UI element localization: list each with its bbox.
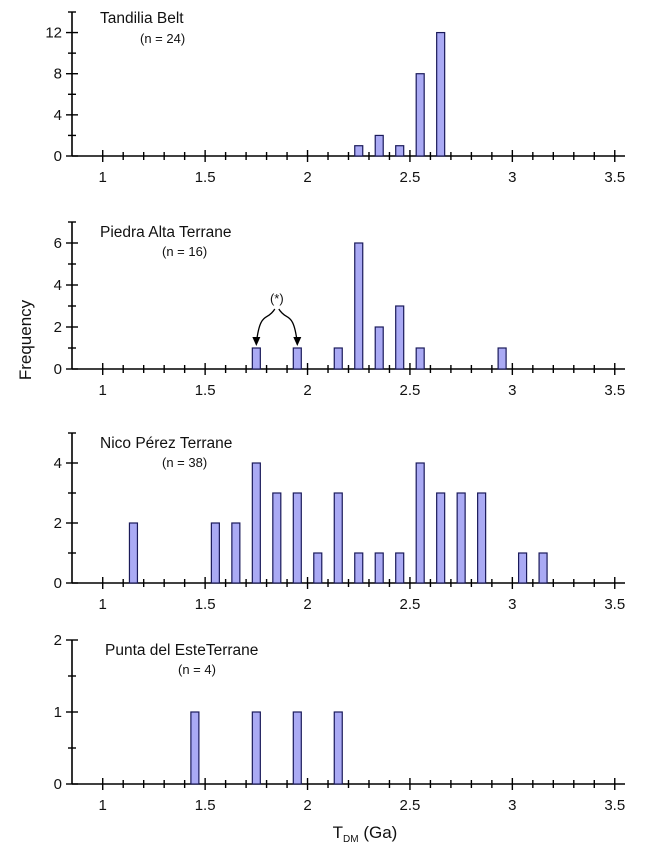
histogram-bar xyxy=(251,462,261,584)
histogram-bar xyxy=(354,145,364,157)
histogram-panel-4: 1 1.5 2 2.5 3 3.5 0 1 2 Punta del EsteTerrane (n =… xyxy=(54,632,626,814)
histogram-bar xyxy=(436,492,446,584)
x-axis-title: TDM (Ga) xyxy=(333,823,398,845)
histogram-bar xyxy=(333,347,343,370)
histogram-bar xyxy=(333,711,343,785)
x-tick-label: 3 xyxy=(508,382,516,399)
panel-sample-count: (n = 38) xyxy=(162,455,207,470)
histogram-bar xyxy=(374,552,384,584)
histogram-panel-1: 1 1.5 2 2.5 3 3.5 0 4 8 12 Tandilia Belt (n = 24) xyxy=(45,10,625,186)
histogram-bar xyxy=(477,492,487,584)
histogram-bar xyxy=(395,145,405,157)
histogram-bar xyxy=(251,711,261,785)
histogram-bar xyxy=(292,711,302,785)
histogram-bar xyxy=(128,522,139,584)
x-tick-label: 3 xyxy=(508,797,516,814)
x-tick-label: 2 xyxy=(303,169,311,186)
panel-title: Nico Pérez Terrane xyxy=(100,435,232,452)
histogram-bar xyxy=(313,552,323,584)
panel-sample-count: (n = 4) xyxy=(178,662,216,677)
x-tick-label: 1 xyxy=(99,596,107,613)
y-tick-label: 0 xyxy=(54,361,62,378)
x-tick-label: 3.5 xyxy=(604,596,625,613)
x-tick-label: 2 xyxy=(303,382,311,399)
y-tick-label: 0 xyxy=(54,575,62,592)
panel-title: Punta del EsteTerrane xyxy=(105,642,258,659)
histogram-bar xyxy=(251,347,261,370)
annotation-arrow-left xyxy=(255,308,276,344)
x-tick-label: 1 xyxy=(99,382,107,399)
histogram-bar xyxy=(333,492,343,584)
histogram-bar xyxy=(395,552,405,584)
x-tick-label: 1.5 xyxy=(195,382,216,399)
x-tick-label: 3 xyxy=(508,596,516,613)
histogram-bar xyxy=(517,552,528,584)
histogram-bar xyxy=(272,492,282,584)
x-tick-label: 1.5 xyxy=(195,596,216,613)
x-tick-label: 1 xyxy=(99,169,107,186)
x-tick-label: 3.5 xyxy=(604,797,625,814)
y-axis-title: Frequency xyxy=(16,299,35,380)
histogram-bar xyxy=(374,134,384,157)
histogram-bar xyxy=(374,326,384,370)
histogram-bar xyxy=(354,552,364,584)
x-tick-label: 2.5 xyxy=(400,596,421,613)
x-tick-label: 2.5 xyxy=(400,169,421,186)
y-tick-label: 2 xyxy=(54,319,62,336)
histogram-bar xyxy=(190,711,200,785)
y-tick-label: 8 xyxy=(54,66,62,83)
x-tick-label: 2.5 xyxy=(400,797,421,814)
annotation-arrowhead-left xyxy=(252,337,261,346)
histogram-bar xyxy=(292,347,302,370)
y-tick-label: 4 xyxy=(54,455,62,472)
x-tick-label: 3 xyxy=(508,169,516,186)
y-tick-label: 12 xyxy=(45,25,62,42)
x-tick-label: 3.5 xyxy=(604,382,625,399)
histogram-bar xyxy=(538,552,548,584)
x-tick-label: 2 xyxy=(303,797,311,814)
y-tick-label: 2 xyxy=(54,632,62,649)
histogram-bar xyxy=(415,347,425,370)
histogram-bar xyxy=(210,522,220,584)
y-tick-label: 0 xyxy=(54,776,62,793)
x-tick-label: 1.5 xyxy=(195,797,216,814)
x-tick-label: 2.5 xyxy=(400,382,421,399)
x-axis-title-subscript: DM xyxy=(343,834,359,845)
histogram-bar xyxy=(436,31,446,157)
x-tick-label: 3.5 xyxy=(604,169,625,186)
x-tick-label: 2 xyxy=(303,596,311,613)
histogram-bar xyxy=(497,347,507,370)
histogram-bar xyxy=(354,242,364,370)
histogram-bar xyxy=(415,73,425,157)
x-tick-label: 1.5 xyxy=(195,169,216,186)
annotation-arrow-right xyxy=(278,308,298,344)
histogram-bar xyxy=(415,462,425,584)
histogram-bar xyxy=(231,522,241,584)
panel-sample-count: (n = 16) xyxy=(162,244,207,259)
annotation-label: (*) xyxy=(270,291,284,306)
x-tick-label: 1 xyxy=(99,797,107,814)
panel-title: Piedra Alta Terrane xyxy=(100,224,232,241)
y-tick-label: 0 xyxy=(54,148,62,165)
x-axis-title-unit: (Ga) xyxy=(359,823,398,842)
annotation-arrowhead-right xyxy=(293,337,302,346)
y-tick-label: 4 xyxy=(54,277,62,294)
histogram-panel-3: 1 1.5 2 2.5 3 3.5 0 2 4 Nico Pérez Terrane (n = 38… xyxy=(54,432,625,613)
y-tick-label: 4 xyxy=(54,107,62,124)
histogram-panel-2: 1 1.5 2 2.5 3 3.5 0 2 4 6 Piedra Alta Terrane (n = … xyxy=(54,221,625,399)
panel-title: Tandilia Belt xyxy=(100,10,184,27)
histogram-bar xyxy=(456,492,466,584)
x-axis-title-main: T xyxy=(333,823,343,842)
histogram-bar xyxy=(395,305,405,370)
histogram-bar xyxy=(292,492,302,584)
y-tick-label: 6 xyxy=(54,235,62,252)
panel-sample-count: (n = 24) xyxy=(140,31,185,46)
y-tick-label: 2 xyxy=(54,515,62,532)
y-tick-label: 1 xyxy=(54,704,62,721)
